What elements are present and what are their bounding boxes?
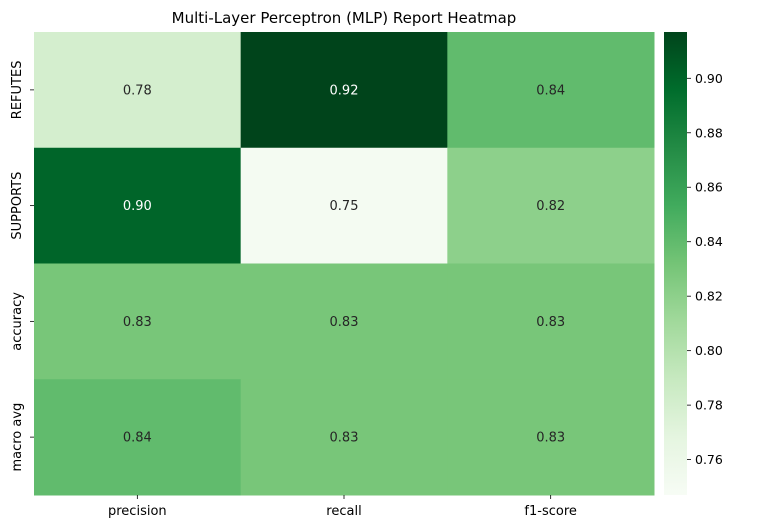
heatmap-cell-labels: 0.78 0.92 0.84 0.90 0.75 0.82 0.83 0.83 0.83 0.84… — [123, 83, 565, 445]
cell-value-label: 0.83 — [536, 315, 565, 330]
cell-value-label: 0.83 — [330, 431, 359, 446]
cell-value-label: 0.83 — [123, 315, 152, 330]
x-tick-label: precision — [108, 504, 167, 519]
heatmap-cell — [34, 147, 242, 264]
colorbar-tick-label: 0.84 — [695, 234, 723, 249]
colorbar-tick-label: 0.86 — [695, 180, 723, 195]
heatmap-cell — [240, 32, 448, 149]
heatmap-cell — [240, 379, 448, 496]
heatmap-cell — [34, 32, 242, 149]
heatmap-cell — [240, 147, 448, 264]
x-tick-label: f1-score — [524, 504, 576, 519]
y-tick-label: SUPPORTS — [10, 172, 25, 240]
heatmap-cell — [240, 263, 448, 380]
colorbar-tick-label: 0.90 — [695, 71, 723, 86]
cell-value-label: 0.75 — [330, 199, 359, 214]
heatmap-cell — [447, 263, 655, 380]
cell-value-label: 0.78 — [123, 83, 152, 98]
colorbar-gradient — [664, 32, 687, 495]
colorbar-tick-label: 0.88 — [695, 125, 723, 140]
y-tick-label: REFUTES — [10, 61, 25, 120]
x-axis: precision recall f1-score — [108, 495, 577, 519]
heatmap-cell — [447, 379, 655, 496]
heatmap-cell — [34, 379, 242, 496]
colorbar-tick-label: 0.78 — [695, 398, 723, 413]
colorbar: 0.76 0.78 0.80 0.82 0.84 0.86 0.88 0.90 — [664, 32, 723, 495]
heatmap-cell — [447, 32, 655, 149]
heatmap-cell — [447, 147, 655, 264]
cell-value-label: 0.83 — [330, 315, 359, 330]
cell-value-label: 0.90 — [123, 199, 152, 214]
cell-value-label: 0.84 — [536, 83, 565, 98]
cell-value-label: 0.84 — [123, 431, 152, 446]
y-tick-label: accuracy — [10, 292, 25, 351]
y-tick-label: macro avg — [10, 403, 25, 472]
colorbar-tick-label: 0.82 — [695, 289, 723, 304]
colorbar-tick-label: 0.76 — [695, 452, 723, 467]
y-axis: REFUTES SUPPORTS accuracy macro avg — [10, 61, 34, 472]
cell-value-label: 0.83 — [536, 431, 565, 446]
heatmap-cell — [34, 263, 242, 380]
heatmap-cells — [34, 32, 655, 496]
x-tick-label: recall — [326, 504, 361, 519]
cell-value-label: 0.92 — [330, 83, 359, 98]
chart-title: Multi-Layer Perceptron (MLP) Report Heat… — [172, 9, 517, 27]
colorbar-tick-label: 0.80 — [695, 343, 723, 358]
cell-value-label: 0.82 — [536, 199, 565, 214]
